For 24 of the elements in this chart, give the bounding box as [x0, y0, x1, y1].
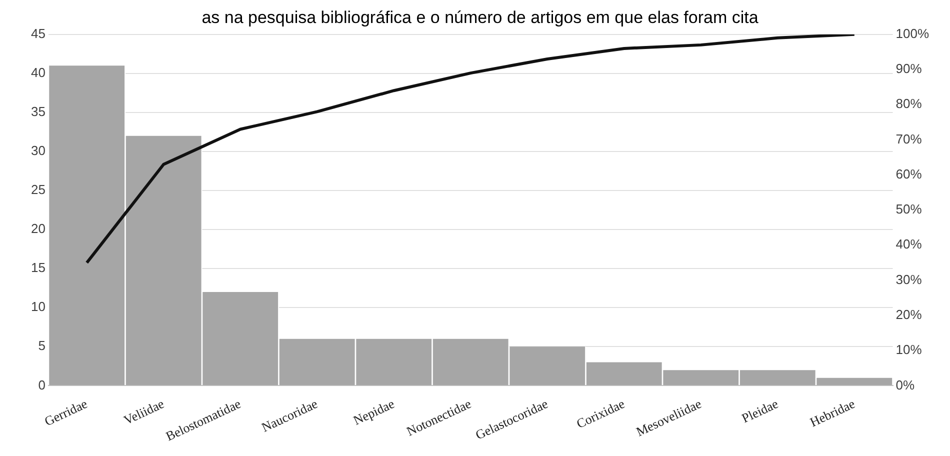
y2-tick-label: 70%	[896, 131, 922, 146]
y2-tick-label: 80%	[896, 96, 922, 112]
y-tick-label: 5	[38, 338, 46, 354]
y2-tick-label: 50%	[896, 202, 922, 217]
x-tick-label: Pleidae	[739, 396, 781, 426]
y-tick-label: 30	[30, 143, 46, 158]
y-tick-label: 35	[30, 104, 46, 120]
y-tick-label: 10	[30, 299, 46, 314]
y2-tick-label: 10%	[896, 342, 922, 358]
y-tick-label: 45	[30, 26, 46, 41]
y2-tick-label: 60%	[896, 166, 922, 182]
y-tick-label: 25	[30, 182, 46, 198]
y-tick-label: 20	[30, 221, 46, 236]
y-tick-label: 15	[30, 260, 46, 276]
y-tick-label: 40	[30, 65, 46, 80]
y2-tick-label: 40%	[896, 236, 922, 252]
chart-title: as na pesquisa bibliográfica e o número de artigos em que elas foram cita	[202, 8, 759, 27]
y2-tick-label: 30%	[896, 272, 922, 287]
x-tick-label: Veliidae	[121, 396, 167, 428]
y2-tick-label: 90%	[896, 61, 922, 76]
y-tick-label: 0	[38, 377, 46, 392]
y2-tick-label: 0%	[896, 377, 915, 392]
y2-tick-label: 100%	[896, 26, 930, 41]
y2-tick-label: 20%	[896, 307, 922, 322]
